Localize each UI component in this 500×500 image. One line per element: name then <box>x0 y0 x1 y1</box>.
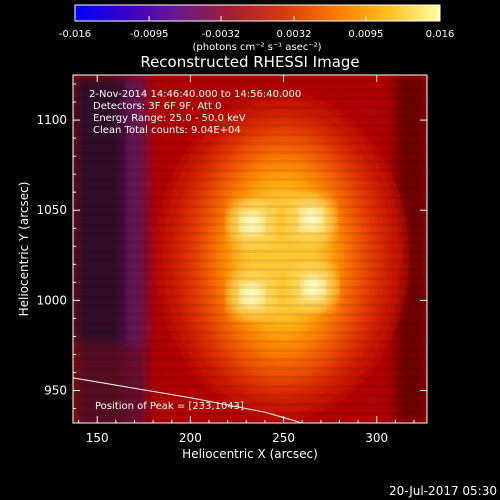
time-range-label: 2-Nov-2014 14:46:40.000 to 14:56:40.000 <box>89 89 301 100</box>
heatmap-streak <box>73 142 427 145</box>
heatmap-streak <box>73 241 427 244</box>
detectors-label: Detectors: 3F 6F 9F, Att 0 <box>93 101 221 112</box>
source-core <box>239 210 264 235</box>
colorbar-tick-label: -0.0032 <box>202 29 241 40</box>
heatmap-streak <box>73 385 427 388</box>
source-core <box>301 275 326 300</box>
colorbar-tick-label: 0.0095 <box>348 29 383 40</box>
heatmap-streaks <box>73 79 427 423</box>
heatmap-streak <box>73 115 427 118</box>
x-tick-label: 200 <box>179 431 202 445</box>
x-axis-label: Heliocentric X (arcsec) <box>182 447 318 461</box>
plot-title: Reconstructed RHESSI Image <box>140 53 359 71</box>
x-tick-label: 150 <box>86 431 109 445</box>
heatmap-streak <box>73 250 427 253</box>
axis-ticks: 150 200 250 300 950 1000 1050 1100 <box>36 75 427 445</box>
peak-position-label: Position of Peak = [233,1043] <box>95 401 244 412</box>
heatmap-streak <box>73 340 427 343</box>
heatmap-streak <box>73 322 427 325</box>
colorbar-ticks: -0.016 -0.0095 -0.0032 0.0032 0.0095 0.016 <box>59 16 454 40</box>
heatmap-streak <box>73 331 427 334</box>
clean-counts-label: Clean Total counts: 9.04E+04 <box>93 125 241 136</box>
colorbar-tick-label: 0.016 <box>426 29 455 40</box>
y-tick-label: 1000 <box>36 293 67 307</box>
heatmap-streak <box>73 313 427 316</box>
heatmap-streak <box>73 394 427 397</box>
heatmap-streak <box>73 160 427 163</box>
colorbar: -0.016 -0.0095 -0.0032 0.0032 0.0095 0.016 (p… <box>59 4 454 53</box>
heatmap-streak <box>73 97 427 100</box>
heatmap-streak <box>73 232 427 235</box>
colorbar-tick-label: 0.0032 <box>277 29 312 40</box>
heatmap-streak <box>73 403 427 406</box>
x-tick-label: 300 <box>365 431 388 445</box>
heatmap-streak <box>73 295 427 298</box>
energy-range-label: Energy Range: 25.0 - 50.0 keV <box>93 113 246 124</box>
source-core <box>239 282 264 308</box>
colorbar-tick-label: -0.0095 <box>130 29 169 40</box>
heatmap-band <box>125 75 148 423</box>
x-tick-label: 250 <box>272 431 295 445</box>
heatmap-streak <box>73 286 427 289</box>
y-tick-label: 1050 <box>36 203 67 217</box>
heatmap-image <box>73 75 427 423</box>
heatmap-streak <box>73 151 427 154</box>
heatmap-streak <box>73 169 427 172</box>
y-axis-label: Heliocentric Y (arcsec) <box>17 182 31 317</box>
y-tick-label: 950 <box>44 384 67 398</box>
colorbar-units: (photons cm⁻² s⁻¹ asec⁻²) <box>192 42 321 53</box>
heatmap-streak <box>73 412 427 415</box>
heatmap-streak <box>73 187 427 190</box>
heatmap-streak <box>73 421 427 423</box>
heatmap-streak <box>73 349 427 352</box>
heatmap-streak <box>73 304 427 307</box>
heatmap-streak <box>73 214 427 217</box>
heatmap-streak <box>73 268 427 271</box>
solar-limb-line <box>73 377 303 423</box>
heatmap-streak <box>73 223 427 226</box>
heatmap-streak <box>73 124 427 127</box>
heatmap-streak <box>73 178 427 181</box>
source-core <box>299 207 324 232</box>
colorbar-scale <box>74 4 441 22</box>
heatmap-streak <box>73 88 427 91</box>
heatmap-streak <box>73 196 427 199</box>
heatmap-streak <box>73 358 427 361</box>
heatmap-streak <box>73 79 427 82</box>
heatmap-streak <box>73 259 427 262</box>
heatmap-streak <box>73 106 427 109</box>
y-tick-label: 1100 <box>36 113 67 127</box>
footer-timestamp: 20-Jul-2017 05:30 <box>389 484 497 498</box>
heatmap-streak <box>73 133 427 136</box>
colorbar-tick-label: -0.016 <box>59 29 91 40</box>
heatmap-streak <box>73 376 427 379</box>
heatmap-streak <box>73 205 427 208</box>
heatmap-sources <box>227 195 338 320</box>
plot-frame <box>72 74 428 424</box>
heatmap-streak <box>73 367 427 370</box>
annotations: 2-Nov-2014 14:46:40.000 to 14:56:40.000 … <box>89 89 301 412</box>
heatmap-streak <box>73 277 427 280</box>
